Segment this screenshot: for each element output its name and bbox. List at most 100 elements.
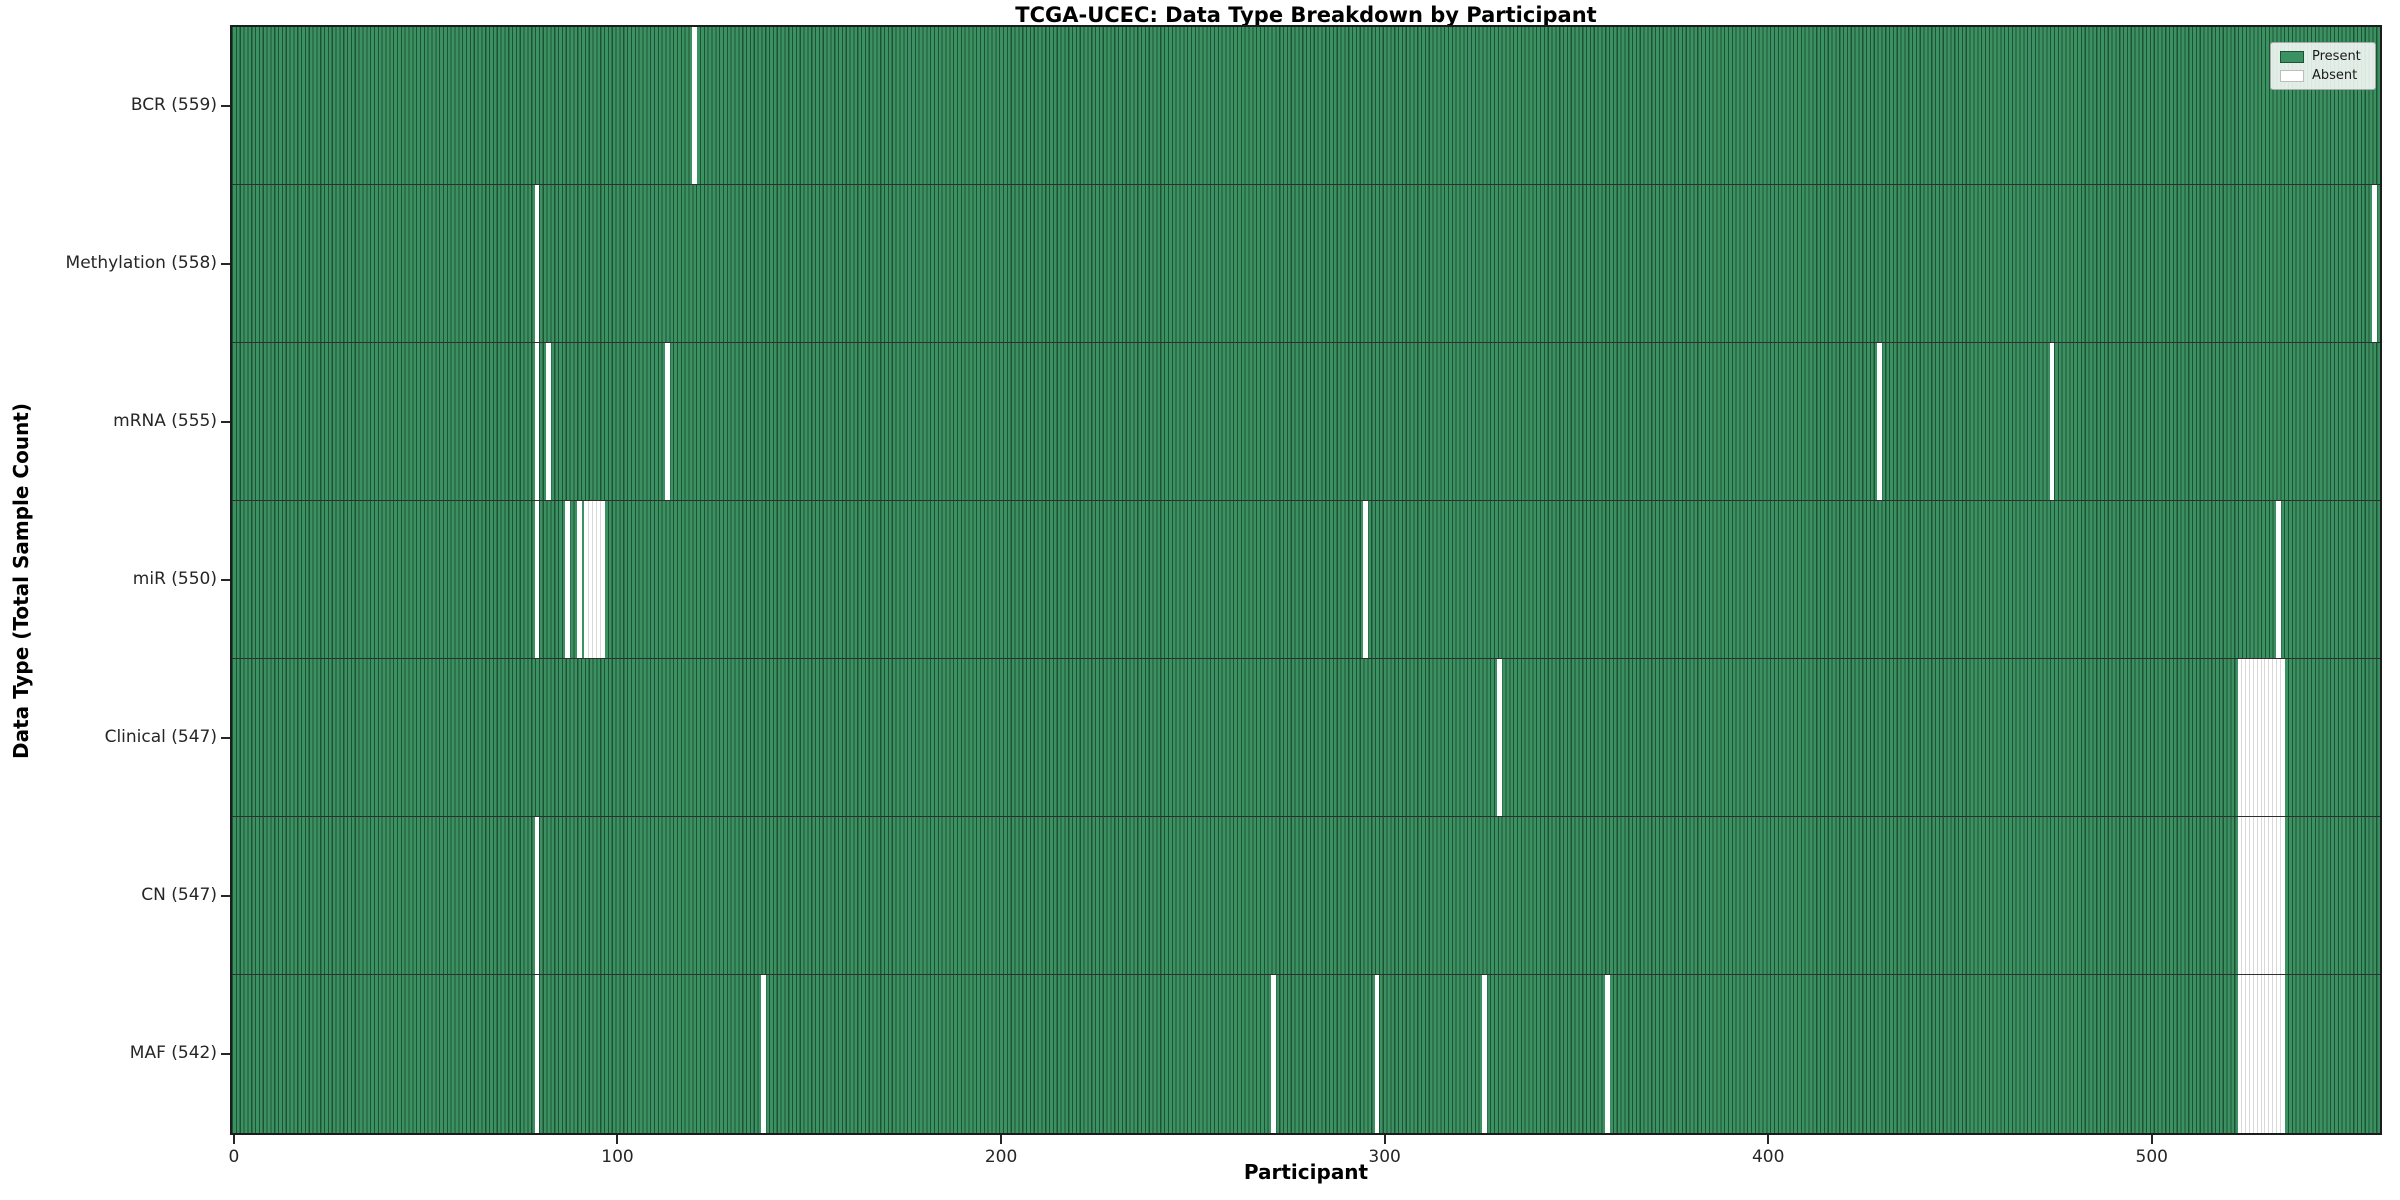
absent-gap: [2272, 659, 2277, 816]
heatmap-row-Methylation: [232, 185, 2380, 343]
y-tick-mark: [221, 579, 230, 581]
y-tick-mark: [221, 263, 230, 265]
absent-gap: [546, 343, 551, 500]
y-tick-mark: [221, 1053, 230, 1055]
absent-gap: [588, 501, 594, 658]
x-tick-label: 100: [601, 1147, 634, 1167]
y-tick-mark: [221, 421, 230, 423]
absent-swatch-icon: [2280, 69, 2304, 82]
absent-gap: [1270, 975, 1276, 1133]
absent-gap: [2275, 659, 2281, 816]
absent-gap: [2268, 975, 2274, 1133]
y-tick-label-miR: miR (550): [132, 569, 217, 589]
absent-gap: [760, 975, 766, 1133]
absent-gap: [2256, 975, 2262, 1133]
absent-gap: [2252, 817, 2258, 974]
absent-gap: [2249, 659, 2254, 816]
heatmap-row-Clinical: [232, 659, 2380, 817]
absent-gap: [2237, 975, 2243, 1133]
absent-gap: [2371, 185, 2377, 342]
present-swatch-icon: [2280, 50, 2304, 63]
absent-gap: [2245, 975, 2251, 1133]
x-tick-label: 400: [1751, 1147, 1785, 1167]
absent-gap: [2241, 975, 2247, 1133]
x-tick-label: 0: [228, 1147, 240, 1167]
x-tick-label: 200: [984, 1147, 1018, 1167]
absent-gap: [2252, 659, 2258, 816]
legend-entry-present: Present: [2280, 50, 2366, 63]
heatmap-row-miR: [232, 501, 2380, 659]
x-tick-label: 300: [1368, 1147, 1401, 1167]
absent-gap: [595, 501, 601, 658]
chart-title: TCGA-UCEC: Data Type Breakdown by Partic…: [1015, 3, 1597, 27]
absent-gap: [1497, 659, 1503, 816]
heatmap-row-CN: [232, 817, 2380, 975]
absent-gap: [2260, 817, 2266, 974]
absent-gap: [691, 27, 697, 184]
y-tick-label-Methylation: Methylation (558): [65, 253, 217, 273]
absent-gap: [2264, 659, 2270, 816]
absent-gap: [1877, 343, 1882, 500]
x-axis-title: Participant: [1243, 1160, 1369, 1184]
absent-gap: [534, 185, 540, 342]
y-tick-mark: [221, 105, 230, 107]
y-tick-label-Clinical: Clinical (547): [104, 727, 217, 747]
legend-entry-absent: Absent: [2280, 69, 2366, 82]
absent-gap: [2264, 817, 2270, 974]
heatmap-row-mRNA: [232, 343, 2380, 501]
absent-gap: [2245, 817, 2251, 974]
absent-gap: [2268, 817, 2274, 974]
absent-gap: [1363, 501, 1368, 658]
absent-gap: [2275, 501, 2281, 658]
absent-gap: [534, 817, 540, 974]
absent-gap: [2256, 817, 2262, 974]
absent-gap: [2275, 975, 2281, 1133]
x-tick-label: 500: [2135, 1147, 2168, 1167]
absent-gap: [2260, 659, 2266, 816]
absent-gap: [2256, 659, 2262, 816]
absent-gap: [592, 501, 597, 658]
y-tick-mark: [221, 895, 230, 897]
x-tick-mark: [616, 1135, 619, 1144]
x-tick-mark: [1767, 1135, 1770, 1144]
absent-gap: [534, 975, 540, 1133]
absent-gap: [565, 501, 571, 658]
y-tick-label-CN: CN (547): [141, 885, 217, 905]
absent-gap: [2241, 659, 2247, 816]
absent-gap: [2275, 817, 2281, 974]
x-tick-mark: [1000, 1135, 1003, 1144]
y-tick-label-MAF: MAF (542): [129, 1043, 217, 1063]
legend-label-absent: Absent: [2312, 68, 2358, 83]
plot-area: [230, 25, 2382, 1135]
absent-gap: [2272, 975, 2277, 1133]
x-tick-mark: [232, 1135, 235, 1144]
absent-gap: [664, 343, 670, 500]
absent-gap: [1374, 975, 1380, 1133]
absent-gap: [2264, 975, 2270, 1133]
absent-gap: [2279, 817, 2285, 974]
heatmap-row-BCR: [232, 27, 2380, 185]
y-tick-label-mRNA: mRNA (555): [113, 411, 217, 431]
legend: Present Absent: [2270, 42, 2376, 90]
absent-gap: [2241, 817, 2247, 974]
absent-gap: [2237, 659, 2243, 816]
absent-gap: [576, 501, 582, 658]
heatmap-row-MAF: [232, 975, 2380, 1133]
absent-gap: [2249, 817, 2254, 974]
absent-gap: [1481, 975, 1487, 1133]
absent-gap: [534, 501, 540, 658]
absent-gap: [1604, 975, 1610, 1133]
y-tick-mark: [221, 737, 230, 739]
y-tick-label-BCR: BCR (559): [130, 95, 217, 115]
absent-gap: [599, 501, 605, 658]
absent-gap: [2245, 659, 2251, 816]
absent-gap: [2279, 975, 2285, 1133]
absent-gap: [2279, 659, 2285, 816]
x-tick-mark: [2150, 1135, 2153, 1144]
absent-gap: [2272, 817, 2277, 974]
legend-label-present: Present: [2312, 49, 2361, 64]
absent-gap: [2249, 975, 2254, 1133]
absent-gap: [2260, 975, 2266, 1133]
x-tick-mark: [1383, 1135, 1386, 1144]
